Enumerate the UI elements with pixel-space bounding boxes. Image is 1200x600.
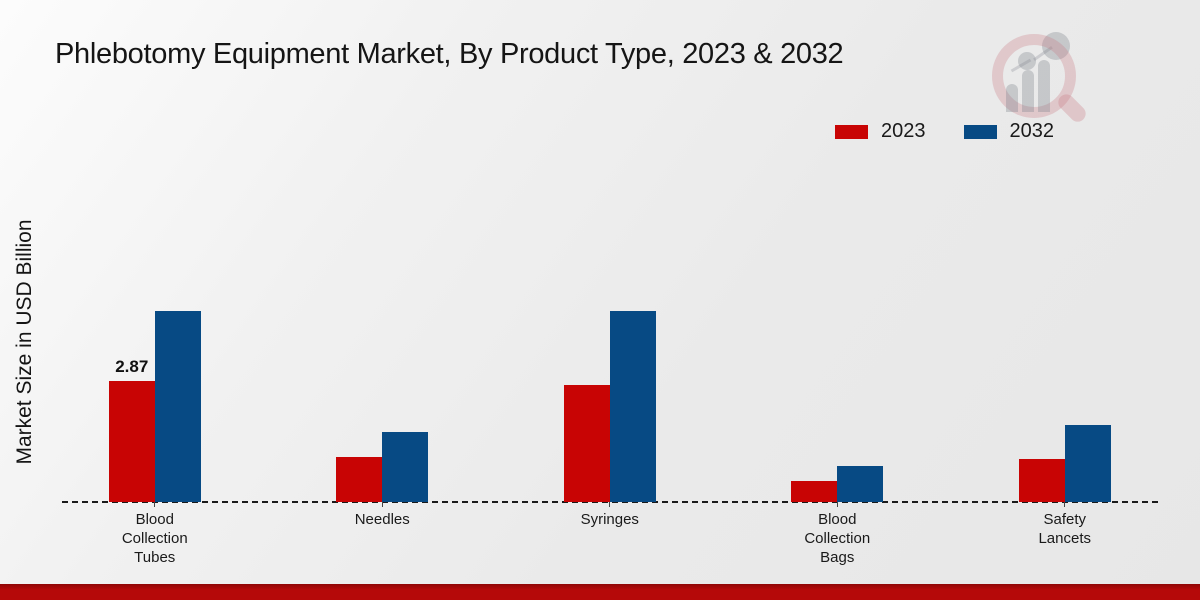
magnifier-bar-chart-watermark-icon [982,20,1102,125]
x-axis-label-blood-collection-tubes: Blood Collection Tubes [121,511,188,566]
data-label-2023-blood-collection-tubes: 2.87 [115,356,149,376]
bar-2023-syringes [563,384,610,502]
legend-item-2023: 2023 [835,120,926,143]
x-axis-label-needles: Needles [354,511,410,528]
bar-2023-blood-collection-tubes [108,380,155,502]
legend-swatch-2023 [835,124,868,139]
bar-2023-needles [336,456,383,502]
bar-2032-syringes [609,310,656,502]
x-tick-syringes [609,502,611,507]
x-tick-needles [381,502,383,507]
bar-2032-blood-collection-bags [837,466,884,502]
watermark-bar-icon [1006,84,1018,112]
bar-2032-needles [382,431,429,502]
watermark-bar-icon [1022,70,1034,112]
bar-2023-blood-collection-bags [791,480,838,502]
x-axis-label-safety-lancets: Safety Lancets [1038,511,1092,547]
bar-2023-safety-lancets [1018,458,1065,502]
x-axis-label-blood-collection-bags: Blood Collection Bags [804,511,871,566]
legend: 2023 2032 [835,120,1054,143]
x-tick-safety-lancets [1064,502,1066,507]
legend-label-2032: 2032 [1009,120,1055,142]
legend-item-2032: 2032 [963,120,1055,143]
legend-swatch-2032 [963,124,997,139]
legend-label-2023: 2023 [881,120,926,142]
watermark-bar-icon [1038,60,1050,112]
x-tick-blood-collection-tubes [154,502,156,507]
footer-accent-bar [0,584,1200,600]
x-tick-blood-collection-bags [836,502,838,507]
x-axis-label-syringes: Syringes [580,511,639,528]
chart-title: Phlebotomy Equipment Market, By Product … [55,38,844,70]
bar-2032-blood-collection-tubes [154,310,201,502]
magnifier-ring-icon [992,34,1076,118]
bar-2032-safety-lancets [1064,424,1111,502]
